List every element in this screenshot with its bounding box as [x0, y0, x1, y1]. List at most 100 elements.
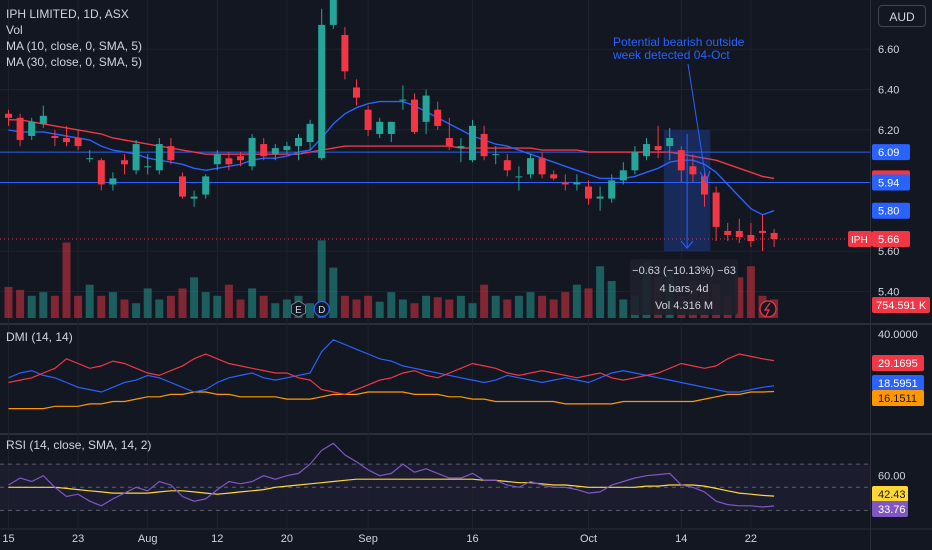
- candle-body: [364, 109, 372, 130]
- candle-body: [39, 115, 47, 124]
- volume-bar: [480, 284, 489, 318]
- dmi-badge-label: 16.1511: [878, 393, 917, 405]
- volume-bar: [132, 303, 141, 318]
- volume-bar: [433, 297, 442, 318]
- time-tick-label: 16: [466, 533, 478, 545]
- volume-legend[interactable]: Vol: [6, 23, 23, 37]
- volume-bar: [491, 295, 500, 318]
- candle-body: [770, 232, 778, 239]
- dmi-badge: [872, 375, 924, 391]
- volume-bar: [108, 292, 117, 318]
- candle-body: [109, 178, 117, 185]
- volume-bar: [596, 266, 605, 318]
- price-axis: 6.606.406.205.605.406.095.965.945.805.66…: [848, 44, 930, 517]
- candle-body: [480, 133, 488, 157]
- rsi-legend[interactable]: RSI (14, close, SMA, 14, 2): [6, 438, 152, 452]
- volume-bar: [178, 288, 187, 318]
- candle-body: [561, 182, 569, 185]
- volume-bar: [236, 299, 245, 318]
- time-tick-label: Oct: [580, 533, 597, 545]
- candle-body: [260, 144, 268, 157]
- rsi-line: [8, 442, 775, 508]
- candle-body: [213, 154, 221, 165]
- candle-body: [422, 95, 430, 122]
- event-letter: E: [295, 305, 302, 316]
- volume-bar: [4, 286, 13, 318]
- price-badge-label: 5.80: [878, 206, 899, 218]
- minus-di-line: [8, 353, 775, 396]
- candle-body: [132, 144, 140, 171]
- rsi-level-label: 60.00: [878, 471, 906, 483]
- volume-bar: [85, 284, 94, 318]
- rsi-badge-label: 33.76: [878, 504, 906, 516]
- rsi-ma-badge-label: 42.43: [878, 489, 906, 501]
- volume-bar: [340, 295, 349, 318]
- time-tick-label: 12: [211, 533, 223, 545]
- candle-body: [144, 166, 152, 168]
- ma10-legend[interactable]: MA (10, close, 0, SMA, 5): [6, 39, 143, 53]
- volume-bar: [329, 267, 338, 318]
- candle-body: [318, 24, 326, 159]
- rsi-series: [8, 442, 775, 508]
- candle-body: [28, 121, 36, 136]
- time-tick-label: Sep: [358, 533, 378, 545]
- candle-body: [457, 146, 465, 149]
- candle-body: [341, 34, 349, 72]
- candle-body: [585, 186, 592, 199]
- flash-bolt-icon: [763, 302, 771, 317]
- candle-body: [747, 234, 755, 242]
- time-tick-label: 22: [745, 533, 757, 545]
- candle-body: [550, 174, 558, 179]
- time-tick-label: 20: [281, 533, 293, 545]
- price-badge: [872, 174, 910, 191]
- candle-body: [329, 0, 337, 25]
- candle-body: [619, 170, 627, 181]
- volume-bar: [143, 288, 152, 318]
- volume-bar: [16, 289, 25, 318]
- candle-body: [295, 138, 302, 147]
- candle-body: [387, 121, 395, 134]
- candle-body: [492, 154, 500, 156]
- volume-bar: [584, 288, 593, 318]
- candle-body: [666, 138, 674, 147]
- candle-body: [654, 146, 662, 151]
- volume-bar: [619, 299, 628, 318]
- candle-body: [515, 176, 523, 178]
- price-tick-label: 6.20: [878, 125, 899, 137]
- candle-body: [469, 125, 476, 161]
- candle-body: [167, 146, 175, 161]
- volume-bar: [50, 295, 59, 318]
- candle-body: [51, 135, 59, 138]
- candle-body: [445, 138, 453, 147]
- annotation-arrow-line: [687, 63, 707, 181]
- rsi-badge: [872, 501, 908, 517]
- candle-body: [237, 156, 244, 161]
- dmi-legend[interactable]: DMI (14, 14): [6, 330, 73, 344]
- volume-bar: [224, 284, 233, 318]
- ma30-legend[interactable]: MA (30, close, 0, SMA, 5): [6, 55, 143, 69]
- symbol-title[interactable]: IPH LIMITED, 1D, ASX: [6, 7, 129, 21]
- candle-body: [248, 138, 256, 167]
- price-badge-label: 5.66: [878, 234, 899, 246]
- candle-body: [573, 182, 581, 185]
- event-letter: D: [318, 305, 325, 316]
- volume-badge: 754.591 K: [876, 300, 927, 312]
- volume-bar: [352, 299, 361, 318]
- candle-body: [190, 196, 198, 199]
- volume-bar: [422, 295, 431, 318]
- volume-bar: [456, 295, 465, 318]
- dmi-badge: [872, 390, 924, 406]
- flash-icon: [759, 300, 777, 318]
- time-tick-label: 14: [675, 533, 687, 545]
- price-tick-label: 5.40: [878, 287, 899, 299]
- candle-body: [434, 109, 442, 126]
- price-tick-label: 5.60: [878, 246, 899, 258]
- price-badge: [872, 144, 910, 161]
- currency-button[interactable]: AUD: [878, 5, 926, 27]
- volume-badge-box: [872, 297, 930, 313]
- candle-body: [759, 230, 766, 233]
- volume-bar: [201, 292, 210, 318]
